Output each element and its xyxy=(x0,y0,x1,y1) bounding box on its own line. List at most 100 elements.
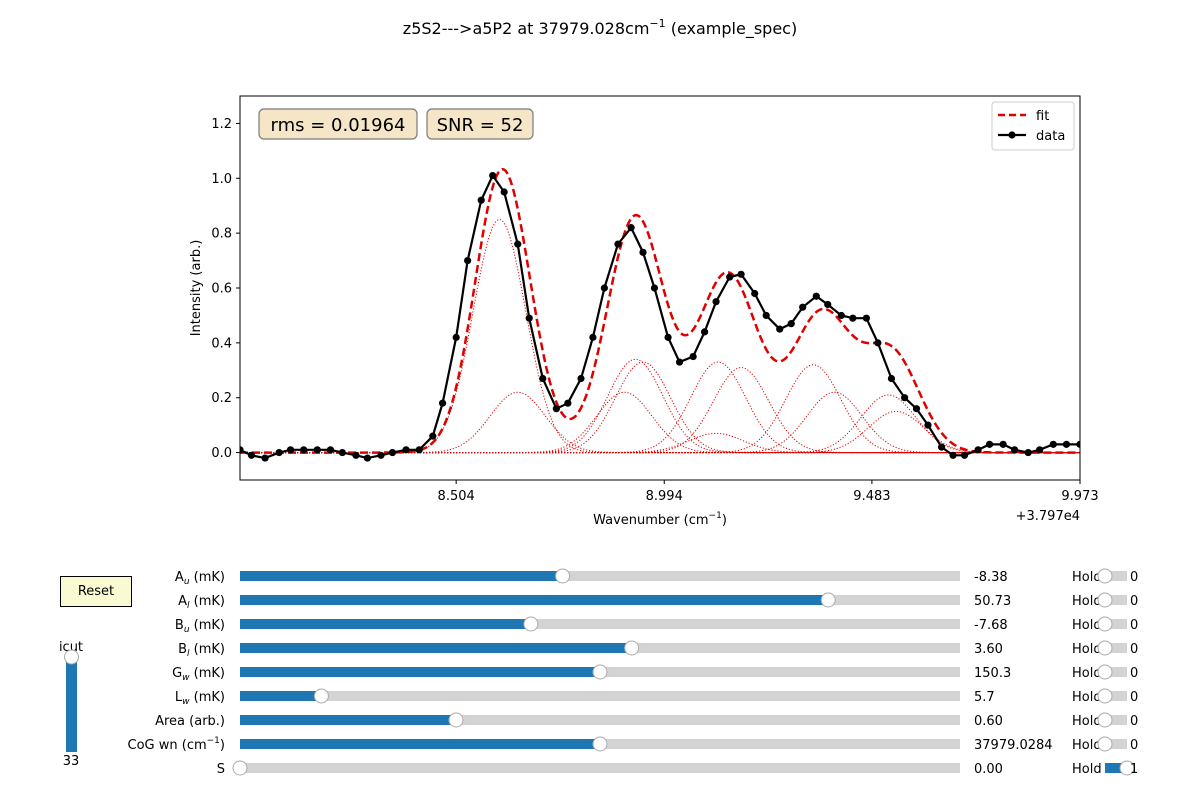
hold-value: 0 xyxy=(1130,570,1138,585)
y-tick-label: 0.4 xyxy=(211,336,232,351)
hold-label: Hold xyxy=(1072,594,1102,609)
slider-label: Area (arb.) xyxy=(155,714,225,729)
hold-track[interactable] xyxy=(1105,619,1127,629)
y-tick-label: 0.0 xyxy=(211,446,232,461)
hold-track[interactable] xyxy=(1105,643,1127,653)
hold-track[interactable] xyxy=(1105,715,1127,725)
hold-track[interactable] xyxy=(1105,595,1127,605)
slider-row-1: Au (mK) -8.38 Hold 0 xyxy=(175,568,1138,587)
hold-track[interactable] xyxy=(1105,571,1127,581)
x-axis-label: Wavenumber (cm−1) xyxy=(593,511,727,528)
slider-row-3: Bu (mK) -7.68 Hold 0 xyxy=(175,616,1138,635)
data-point xyxy=(377,451,385,459)
hold-handle[interactable] xyxy=(1097,592,1113,608)
slider-value: 3.60 xyxy=(974,642,1003,657)
hold-handle[interactable] xyxy=(1097,568,1113,584)
rms-text: rms = 0.01964 xyxy=(271,115,406,136)
slider-label: Bu (mK) xyxy=(175,618,225,635)
data-point xyxy=(751,289,759,298)
legend-data-label: data xyxy=(1036,129,1065,144)
data-point xyxy=(650,284,659,292)
hold-track[interactable] xyxy=(1105,691,1127,701)
hold-label: Hold xyxy=(1072,690,1102,705)
plot-area xyxy=(240,96,1080,480)
data-point xyxy=(286,446,295,454)
slider-fill xyxy=(240,571,563,581)
slider-fill xyxy=(240,667,600,677)
data-point xyxy=(338,448,346,457)
slider-handle[interactable] xyxy=(448,712,464,728)
hold-label: Hold xyxy=(1072,738,1102,753)
slider-handle[interactable] xyxy=(820,592,836,608)
hold-handle[interactable] xyxy=(1097,616,1113,632)
slider-row-8: CoG wn (cm−1) 37979.0284 Hold 0 xyxy=(128,736,1139,753)
slider-handle[interactable] xyxy=(592,736,608,752)
data-point xyxy=(489,171,497,180)
data-point xyxy=(689,352,697,361)
data-point xyxy=(240,446,244,454)
slider-track[interactable] xyxy=(240,619,960,629)
icut-handle[interactable] xyxy=(64,649,79,665)
data-point xyxy=(600,284,608,292)
slider-track[interactable] xyxy=(240,691,960,701)
data-point xyxy=(799,303,807,311)
slider-handle[interactable] xyxy=(624,640,640,656)
slider-label: Gw (mK) xyxy=(172,666,225,683)
legend-fit-label: fit xyxy=(1036,109,1049,124)
data-point xyxy=(787,320,795,328)
slider-value: 37979.0284 xyxy=(974,738,1053,753)
slider-fill xyxy=(240,739,600,749)
hold-handle[interactable] xyxy=(1097,664,1113,680)
legend-data-marker xyxy=(1008,131,1016,139)
data-point xyxy=(776,325,784,333)
data-point xyxy=(737,270,745,278)
icut-fill xyxy=(66,657,77,752)
slider-handle[interactable] xyxy=(592,664,608,680)
slider-handle[interactable] xyxy=(313,688,329,704)
data-point xyxy=(1076,440,1080,448)
data-point xyxy=(261,454,269,462)
slider-handle[interactable] xyxy=(523,616,539,632)
hold-track[interactable] xyxy=(1105,739,1127,749)
slider-label: Bl (mK) xyxy=(178,642,225,659)
data-point xyxy=(726,273,734,281)
y-axis: 0.0 0.2 0.4 0.6 0.8 1.0 1.2 xyxy=(211,117,240,461)
y-tick-label: 1.2 xyxy=(211,117,232,132)
hold-value: 0 xyxy=(1130,642,1138,657)
slider-fill xyxy=(240,643,632,653)
slider-label: S xyxy=(217,762,225,777)
slider-track[interactable] xyxy=(240,571,960,581)
y-tick-label: 0.8 xyxy=(211,227,232,242)
hold-label: Hold xyxy=(1072,570,1102,585)
slider-handle[interactable] xyxy=(232,760,248,776)
hold-handle[interactable] xyxy=(1119,760,1135,776)
slider-handle[interactable] xyxy=(555,568,571,584)
hold-label: Hold xyxy=(1072,618,1102,633)
hold-handle[interactable] xyxy=(1097,712,1113,728)
data-point xyxy=(614,240,622,248)
hold-handle[interactable] xyxy=(1097,736,1113,752)
icut-slider[interactable]: icut 33 xyxy=(59,640,83,769)
data-point xyxy=(1049,440,1057,448)
hold-handle[interactable] xyxy=(1097,640,1113,656)
data-point xyxy=(402,446,410,454)
slider-row-9: S 0.00 Hold 1 xyxy=(217,760,1138,777)
data-point xyxy=(388,448,397,457)
data-point xyxy=(887,374,896,383)
slider-track[interactable] xyxy=(240,763,960,773)
fit-component-3 xyxy=(240,358,1080,454)
slider-label: Lw (mK) xyxy=(175,690,225,707)
slider-row-2: Al (mK) 50.73 Hold 0 xyxy=(178,592,1138,611)
hold-track[interactable] xyxy=(1105,667,1127,677)
data-point xyxy=(477,196,485,204)
data-point xyxy=(452,333,460,341)
hold-value: 0 xyxy=(1130,666,1138,681)
data-point xyxy=(985,440,994,448)
hold-handle[interactable] xyxy=(1097,688,1113,704)
reset-button[interactable]: Reset xyxy=(60,576,132,607)
data-line-layer xyxy=(240,171,1080,462)
slider-value: -7.68 xyxy=(974,618,1008,633)
slider-track[interactable] xyxy=(240,715,960,725)
rms-annotation: rms = 0.01964 xyxy=(258,108,418,140)
